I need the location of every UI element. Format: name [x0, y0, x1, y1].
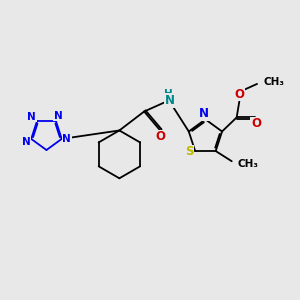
Text: S: S: [185, 145, 194, 158]
Text: O: O: [155, 130, 165, 143]
Text: N: N: [27, 112, 36, 122]
Text: O: O: [251, 117, 261, 130]
Text: H: H: [164, 89, 173, 99]
Text: O: O: [235, 88, 244, 100]
Text: CH₃: CH₃: [238, 159, 259, 169]
Text: N: N: [199, 107, 209, 120]
Text: CH₃: CH₃: [263, 76, 284, 87]
Text: N: N: [22, 137, 30, 147]
Text: N: N: [164, 94, 175, 107]
Text: N: N: [54, 111, 63, 121]
Text: N: N: [62, 134, 71, 144]
